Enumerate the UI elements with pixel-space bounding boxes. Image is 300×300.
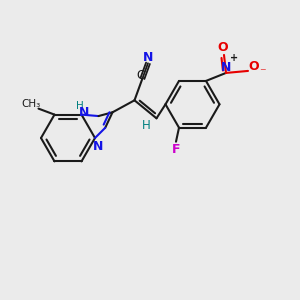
Text: N: N bbox=[93, 140, 103, 152]
Text: F: F bbox=[172, 143, 180, 156]
Text: O: O bbox=[249, 60, 259, 74]
Text: N: N bbox=[221, 61, 231, 74]
Text: N: N bbox=[143, 51, 153, 64]
Text: CH₃: CH₃ bbox=[21, 99, 40, 109]
Text: C: C bbox=[136, 69, 145, 82]
Text: O: O bbox=[218, 41, 228, 54]
Text: H: H bbox=[142, 119, 151, 132]
Text: +: + bbox=[230, 53, 238, 63]
Text: N: N bbox=[79, 106, 90, 119]
Text: H: H bbox=[76, 100, 83, 111]
Text: ⁻: ⁻ bbox=[259, 66, 265, 80]
